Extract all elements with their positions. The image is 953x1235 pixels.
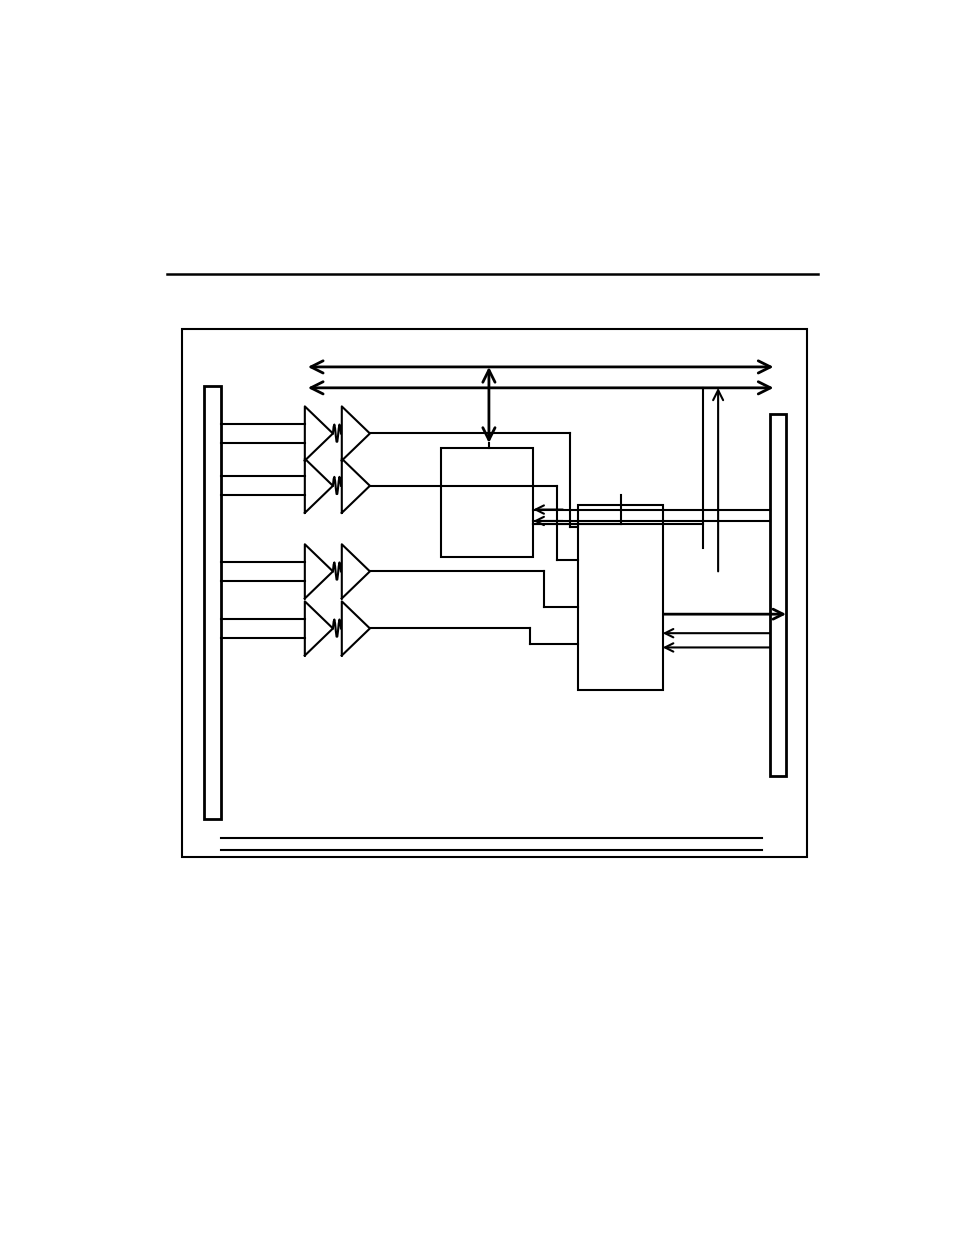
Bar — [769, 415, 785, 776]
Bar — [182, 329, 806, 857]
Bar — [577, 505, 662, 690]
Bar — [204, 385, 220, 819]
Bar — [440, 448, 533, 557]
